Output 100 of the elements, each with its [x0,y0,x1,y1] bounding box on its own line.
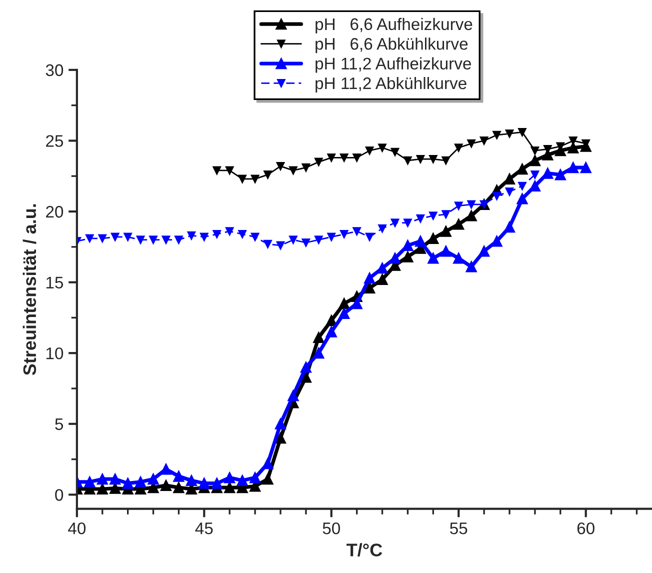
point [84,476,96,488]
point [212,166,222,175]
point [378,144,386,152]
point [85,234,94,243]
point [173,482,184,494]
legend-label: pH 6,6 Aufheizkurve [316,18,472,34]
point [505,188,514,196]
point [262,474,274,485]
point [365,146,374,155]
point [124,232,132,242]
point [96,474,108,485]
point [402,240,414,252]
point [352,227,361,236]
point [466,210,477,222]
x-tick-label: 60 [577,522,594,534]
point [149,236,158,244]
point [313,348,324,359]
point [225,166,234,175]
point [429,154,438,164]
point [326,314,337,326]
point [302,163,310,172]
point [352,154,361,162]
point [314,158,323,166]
point [402,251,414,262]
point [250,232,260,242]
point [136,236,145,244]
point [98,234,107,243]
point [160,480,172,492]
y-tick-label: 15 [46,276,64,288]
point [224,482,236,494]
point [442,156,450,165]
point [516,163,528,175]
x-tick-label: 45 [195,522,213,534]
point [236,474,248,486]
point [467,200,476,209]
point [288,390,299,402]
point [529,180,541,192]
point [404,156,412,165]
point [212,230,222,238]
point [568,162,579,174]
point [440,226,452,237]
point [274,418,286,430]
point [289,166,298,175]
y-tick-label: 20 [46,206,64,218]
point [529,154,541,166]
point [314,236,323,244]
point [389,252,401,264]
legend-label: pH 11,2 Aufheizkurve [316,57,471,73]
point [365,232,374,242]
point [326,326,337,338]
point [302,238,310,247]
point [264,240,272,248]
x-tick-label: 55 [450,522,468,534]
point [340,154,348,162]
y-tick-label: 5 [55,418,64,430]
point [568,142,579,154]
point [173,470,184,482]
point [211,478,222,489]
point [429,212,438,220]
point [404,218,412,227]
x-axis-title: T/°C [346,543,382,557]
point [554,169,566,180]
point [122,478,134,489]
point [264,170,272,179]
point [414,236,426,247]
point [428,232,439,244]
point [224,472,236,484]
point [453,252,464,264]
point [530,146,540,155]
point [276,241,285,250]
point [134,476,146,488]
point [186,474,197,486]
point [351,298,362,310]
point [390,148,400,156]
point [225,227,234,236]
point [505,129,514,138]
point [274,432,286,444]
point [160,464,172,475]
point [478,246,490,257]
point [428,252,439,264]
point [110,474,121,485]
legend-label: pH 6,6 Abkühlkurve [316,38,468,54]
point [338,308,350,319]
point [340,230,348,238]
y-tick-label: 0 [55,489,64,501]
point [300,362,312,373]
legend-label: pH 11,2 Abkühlkurve [316,76,466,93]
y-tick-label: 30 [46,64,64,76]
point [364,272,376,284]
point [250,174,260,184]
point [249,472,261,484]
point [453,218,464,230]
point [504,222,516,233]
x-tick-label: 50 [322,522,340,534]
point [162,236,170,244]
y-axis-title: Streuintensität / a.u. [22,204,36,376]
point [364,282,376,294]
point [518,128,526,136]
point [338,298,350,310]
point [376,262,388,274]
